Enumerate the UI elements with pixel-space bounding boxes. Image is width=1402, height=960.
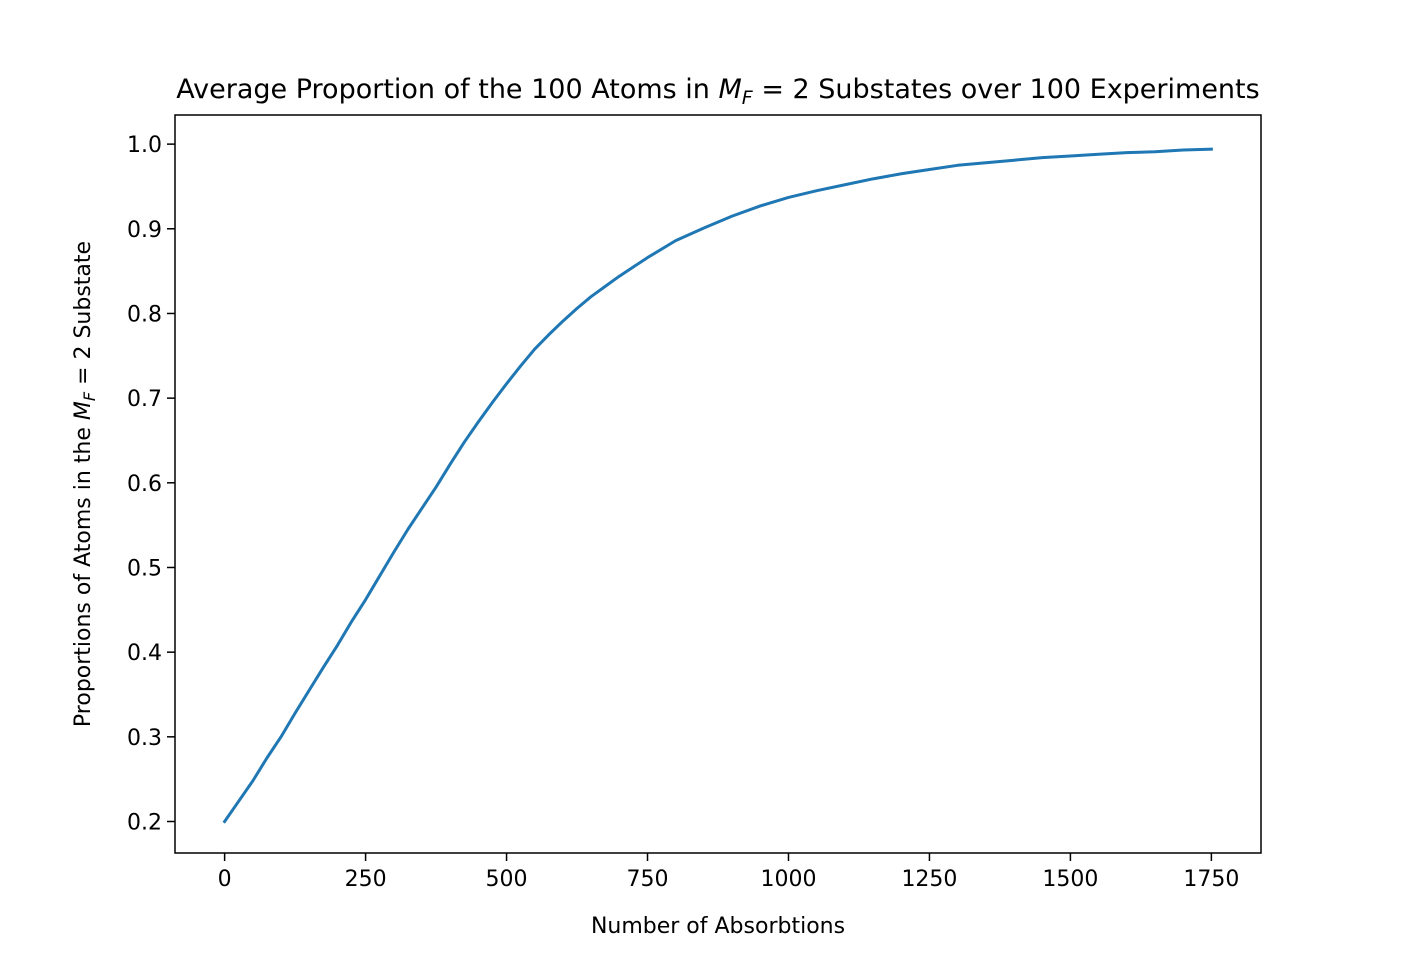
x-tick-label: 1500 — [1042, 867, 1098, 892]
x-axis-ticks: 0 250 500 750 1000 1250 1500 1750 — [218, 853, 1239, 892]
x-axis-label: Number of Absorbtions — [591, 914, 845, 939]
x-tick-label: 250 — [345, 867, 387, 892]
y-axis-label-math-main: M — [71, 401, 96, 420]
x-tick-label: 750 — [627, 867, 669, 892]
x-tick-label: 1000 — [760, 867, 816, 892]
y-axis-label-math-rest: = 2 — [71, 346, 96, 392]
y-tick-label: 0.4 — [127, 641, 162, 666]
y-axis-label-text-before: Proportions of Atoms in the — [71, 420, 96, 727]
x-tick-label: 500 — [486, 867, 528, 892]
chart-title-math-sub: F — [742, 87, 754, 109]
chart-title-text-after: Substates over 100 Experiments — [810, 74, 1260, 105]
y-tick-label: 0.2 — [127, 811, 162, 836]
y-axis-label: Proportions of Atoms in the MF = 2 Subst… — [71, 241, 99, 727]
y-tick-label: 0.6 — [127, 472, 162, 497]
chart-title: Average Proportion of the 100 Atoms in M… — [176, 74, 1259, 109]
y-tick-label: 0.5 — [127, 556, 162, 581]
y-axis-label-math-sub: F — [80, 391, 99, 401]
chart-title-math-main: M — [719, 74, 742, 105]
series-line — [222, 147, 1213, 824]
plot-area-frame — [174, 114, 1262, 854]
x-tick-label: 0 — [218, 867, 232, 892]
series-layer — [222, 147, 1213, 824]
x-tick-label: 1250 — [901, 867, 957, 892]
y-tick-label: 0.7 — [127, 387, 162, 412]
y-axis-ticks: 0.2 0.3 0.4 0.5 0.6 0.7 0.8 0.9 1.0 — [127, 133, 175, 836]
y-axis-label-text-after: Substate — [71, 241, 96, 346]
chart-title-text-before: Average Proportion of the 100 Atoms in — [176, 74, 718, 105]
y-tick-label: 0.9 — [127, 218, 162, 243]
y-tick-label: 0.8 — [127, 302, 162, 327]
x-tick-label: 1750 — [1183, 867, 1239, 892]
y-tick-label: 1.0 — [127, 133, 162, 158]
chart-title-math-rest: = 2 — [753, 74, 810, 105]
y-tick-label: 0.3 — [127, 726, 162, 751]
